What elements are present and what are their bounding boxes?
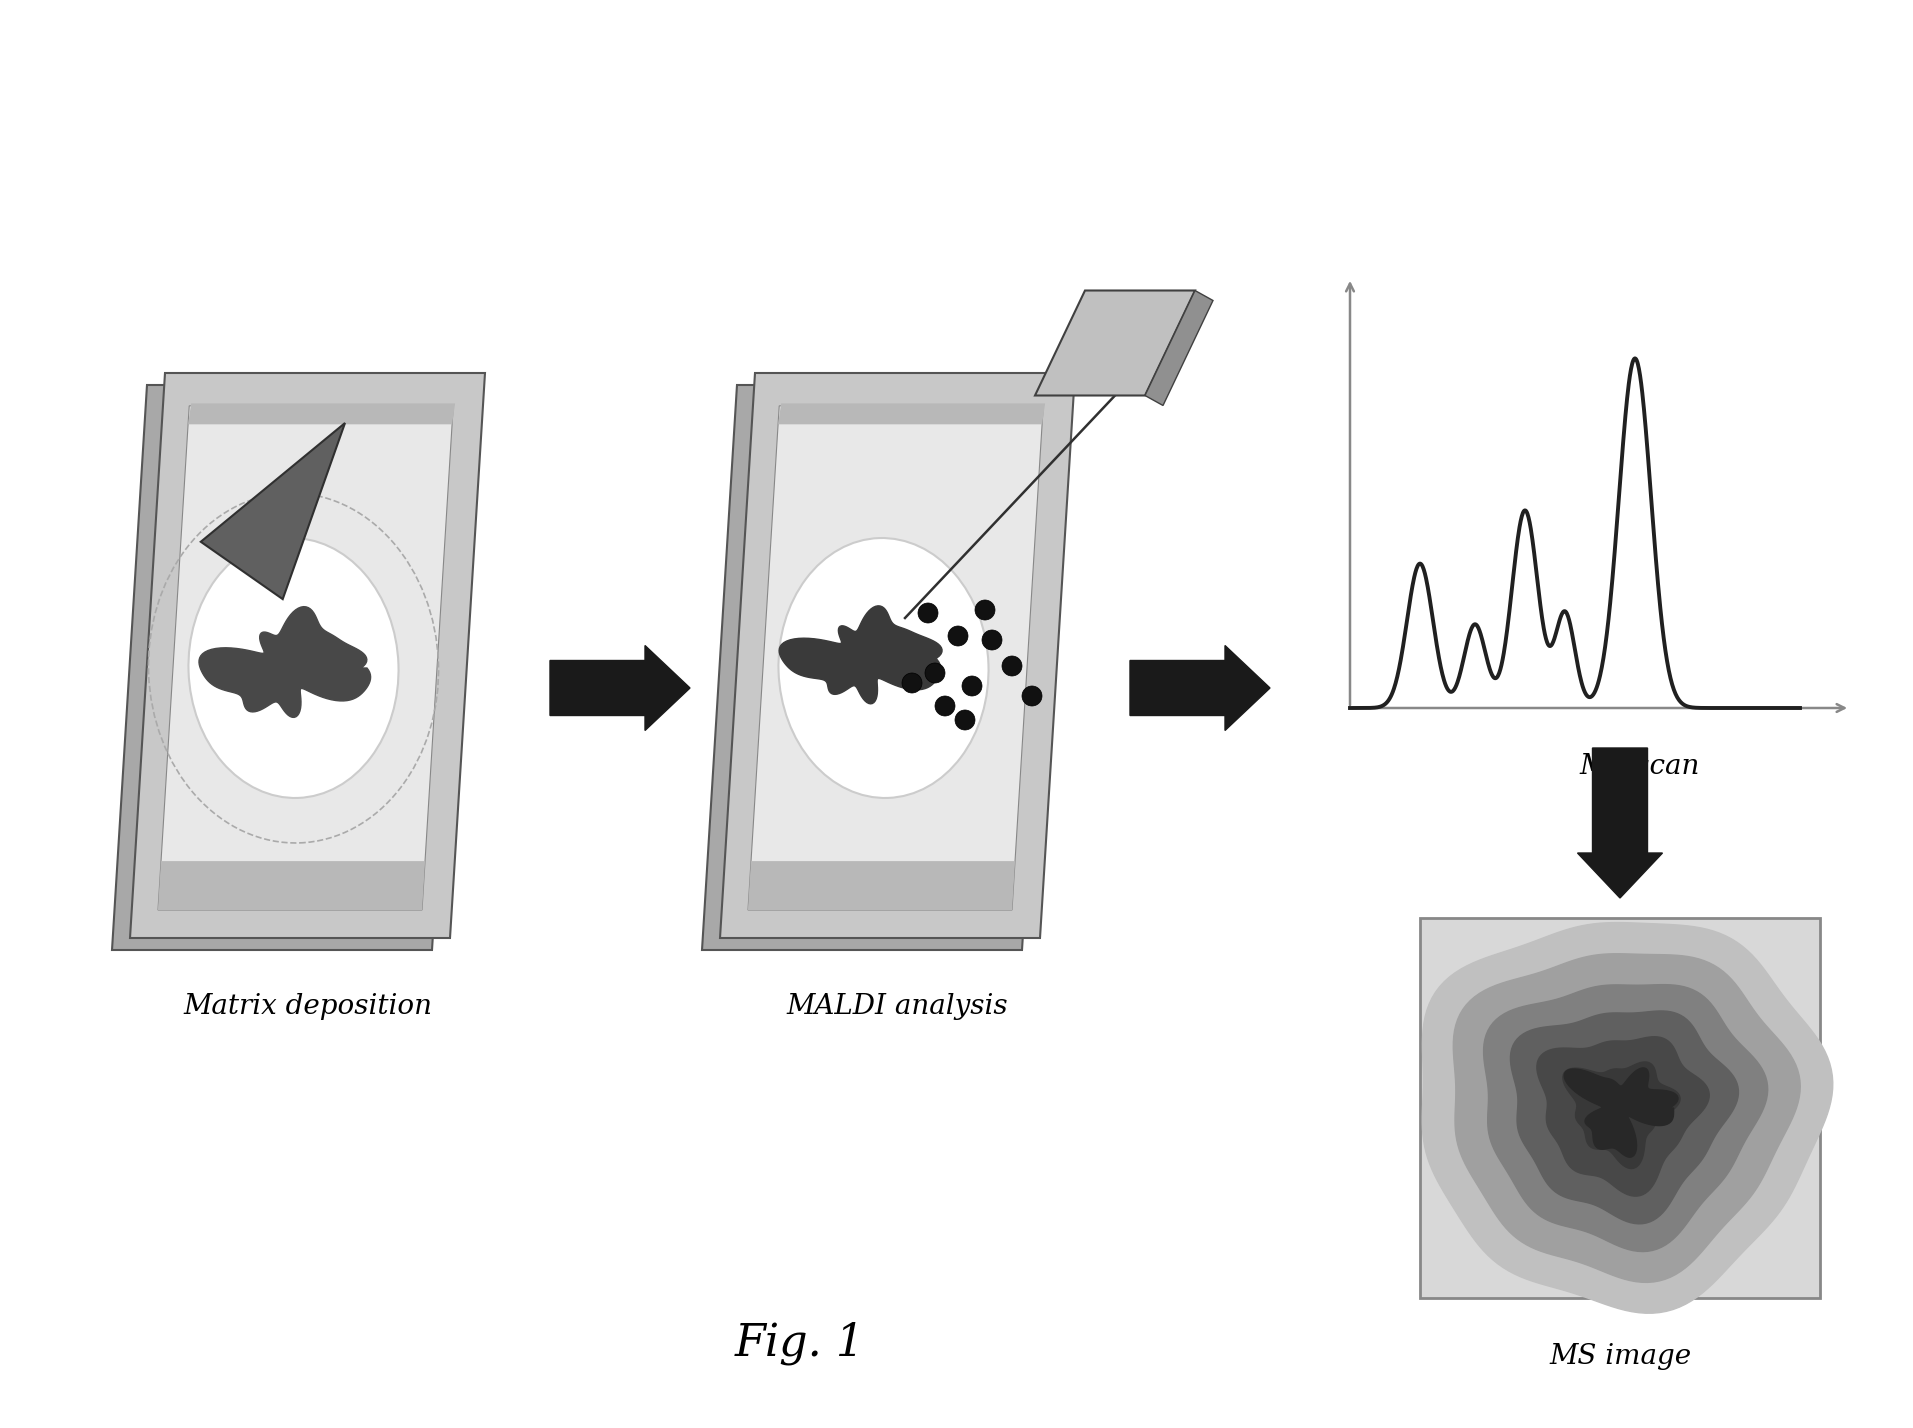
Polygon shape (1454, 954, 1800, 1282)
Polygon shape (159, 861, 425, 910)
Polygon shape (1563, 1062, 1680, 1168)
Polygon shape (779, 404, 1044, 424)
Circle shape (981, 630, 1002, 650)
FancyArrow shape (551, 645, 691, 731)
Polygon shape (719, 373, 1075, 938)
Polygon shape (187, 404, 455, 424)
Circle shape (955, 710, 976, 730)
Polygon shape (159, 406, 453, 910)
Polygon shape (199, 607, 371, 717)
Polygon shape (702, 386, 1058, 950)
Circle shape (903, 673, 922, 693)
Circle shape (962, 675, 981, 695)
Polygon shape (1484, 985, 1768, 1251)
Polygon shape (748, 861, 1016, 910)
Polygon shape (779, 605, 941, 704)
Ellipse shape (189, 538, 398, 798)
Polygon shape (201, 423, 344, 600)
Polygon shape (1146, 290, 1213, 406)
Circle shape (976, 600, 995, 620)
Circle shape (918, 603, 937, 623)
FancyArrow shape (1578, 748, 1662, 898)
Circle shape (935, 695, 955, 715)
Text: MS image: MS image (1550, 1342, 1691, 1369)
Bar (1419, 918, 1819, 1298)
Text: Matrix deposition: Matrix deposition (184, 992, 432, 1020)
Circle shape (949, 625, 968, 645)
Text: MALDI analysis: MALDI analysis (786, 992, 1008, 1020)
Circle shape (926, 663, 945, 683)
Polygon shape (130, 373, 486, 938)
FancyArrow shape (1131, 645, 1270, 731)
Polygon shape (1035, 290, 1196, 396)
Polygon shape (1565, 1068, 1678, 1157)
Text: MS scan: MS scan (1580, 753, 1701, 780)
Circle shape (1002, 655, 1022, 675)
Polygon shape (113, 386, 467, 950)
Text: Fig. 1: Fig. 1 (735, 1321, 865, 1365)
Polygon shape (1421, 922, 1833, 1314)
Polygon shape (1511, 1011, 1739, 1224)
Polygon shape (1536, 1037, 1708, 1197)
Ellipse shape (1477, 971, 1764, 1245)
Polygon shape (748, 406, 1043, 910)
Ellipse shape (779, 538, 989, 798)
Circle shape (1022, 685, 1043, 705)
